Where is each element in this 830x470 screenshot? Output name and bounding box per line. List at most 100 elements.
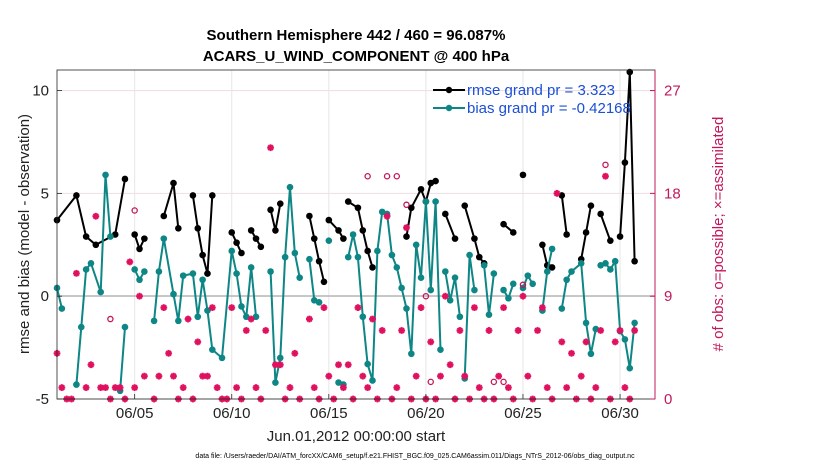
obs-assimilated-point xyxy=(325,372,333,380)
bias-point xyxy=(121,323,129,331)
bias-point xyxy=(543,268,551,275)
asterisk-stroke xyxy=(311,384,318,391)
bias-point xyxy=(102,171,109,179)
obs-assimilated-point xyxy=(97,384,105,391)
bias-point xyxy=(179,272,187,279)
bias-point xyxy=(577,259,585,267)
bias-point xyxy=(175,317,182,325)
asterisk-stroke xyxy=(112,384,119,391)
asterisk-stroke xyxy=(471,304,478,311)
rmse-point xyxy=(92,241,100,249)
bias-point xyxy=(558,305,566,312)
obs-assimilated-point xyxy=(417,304,425,312)
asterisk-stroke xyxy=(340,384,347,391)
bias-point xyxy=(446,297,454,304)
y-tick-label: 0 xyxy=(41,288,49,305)
bias-point xyxy=(582,319,590,327)
asterisk-stroke xyxy=(413,373,420,380)
obs-assimilated-point xyxy=(228,304,236,312)
rmse-point xyxy=(500,220,507,228)
asterisk-stroke xyxy=(379,327,386,334)
obs-assimilated-point xyxy=(621,384,629,391)
obs-assimilated-point xyxy=(359,372,367,380)
rmse-point xyxy=(189,192,197,199)
bias-point xyxy=(233,270,240,277)
rmse-point xyxy=(417,185,425,193)
y-tick-label: -5 xyxy=(36,391,49,408)
asterisk-stroke xyxy=(505,384,512,391)
bias-point xyxy=(87,259,95,267)
asterisk-stroke xyxy=(141,373,148,380)
bias-point xyxy=(194,313,202,321)
obs-possible-point xyxy=(602,161,609,169)
asterisk-stroke xyxy=(291,350,298,357)
asterisk-stroke xyxy=(228,304,235,311)
obs-assimilated-point xyxy=(568,349,575,357)
legend-rmse-marker xyxy=(445,86,453,94)
obs-assimilated-point xyxy=(242,327,250,334)
bias-point xyxy=(189,270,197,277)
rmse-point xyxy=(354,204,362,212)
asterisk-stroke xyxy=(83,384,90,391)
asterisk-stroke xyxy=(515,327,522,334)
obs-assimilated-point xyxy=(184,315,192,323)
x-tick-label: 06/25 xyxy=(504,405,542,422)
asterisk-stroke xyxy=(437,373,444,380)
asterisk-stroke xyxy=(456,327,463,334)
asterisk-stroke xyxy=(597,327,604,334)
asterisk-stroke xyxy=(277,361,284,368)
obs-assimilated-point xyxy=(320,304,328,312)
obs-assimilated-point xyxy=(461,372,469,380)
bias-point xyxy=(369,377,376,384)
obs-assimilated-point xyxy=(378,327,386,334)
asterisk-stroke xyxy=(184,315,192,323)
x-ticks: 06/05 06/10 06/15 06/20 06/25 06/30 xyxy=(116,394,639,422)
asterisk-stroke xyxy=(97,384,104,391)
rmse-point xyxy=(607,237,614,244)
bias-point xyxy=(611,257,619,265)
obs-assimilated-point xyxy=(631,327,639,334)
asterisk-stroke xyxy=(553,190,561,197)
x-tick-label: 06/30 xyxy=(601,405,639,422)
bias-point xyxy=(563,276,570,284)
rmse-point xyxy=(141,235,148,242)
bias-point xyxy=(267,268,274,275)
bias-point xyxy=(427,286,435,294)
rmse-point xyxy=(335,227,342,234)
asterisk-stroke xyxy=(243,327,250,334)
obs-assimilated-point xyxy=(437,372,444,380)
asterisk-stroke xyxy=(126,258,133,266)
obs-assimilated-point xyxy=(393,384,401,391)
bias-point xyxy=(607,266,614,273)
obs-assimilated-point xyxy=(73,269,80,277)
obs-assimilated-point xyxy=(116,384,124,391)
bias-point xyxy=(344,253,352,261)
asterisk-stroke xyxy=(325,373,332,380)
bias-point xyxy=(77,323,85,331)
y-axis-label: rmse and bias (model - observation) xyxy=(16,114,33,354)
footnote: data file: /Users/raeder/DAI/ATM_forcXX/… xyxy=(195,453,635,460)
obs-assimilated-point xyxy=(204,372,211,380)
rmse-point xyxy=(616,233,624,240)
asterisk-stroke xyxy=(199,373,206,380)
obs-assimilated-point xyxy=(456,327,464,334)
obs-assimilated-point xyxy=(306,315,313,323)
rmse-point xyxy=(519,171,527,179)
x-axis-label: Jun.01,2012 00:00:00 start xyxy=(267,428,446,445)
obs-possible-point xyxy=(403,201,410,209)
bias-point xyxy=(228,247,236,255)
asterisk-stroke xyxy=(442,293,449,300)
rmse-point xyxy=(451,235,459,242)
obs-assimilated-point xyxy=(592,384,600,391)
obs-assimilated-point xyxy=(602,172,609,180)
obs-assimilated-point xyxy=(412,372,420,380)
bias-point xyxy=(422,198,430,205)
obs-assimilated-point xyxy=(534,327,541,334)
rmse-point xyxy=(432,177,439,185)
rmse-point xyxy=(160,212,168,220)
bias-point xyxy=(442,268,449,275)
asterisk-stroke xyxy=(558,338,565,345)
asterisk-stroke xyxy=(544,384,551,391)
obs-assimilated-point xyxy=(160,304,168,312)
